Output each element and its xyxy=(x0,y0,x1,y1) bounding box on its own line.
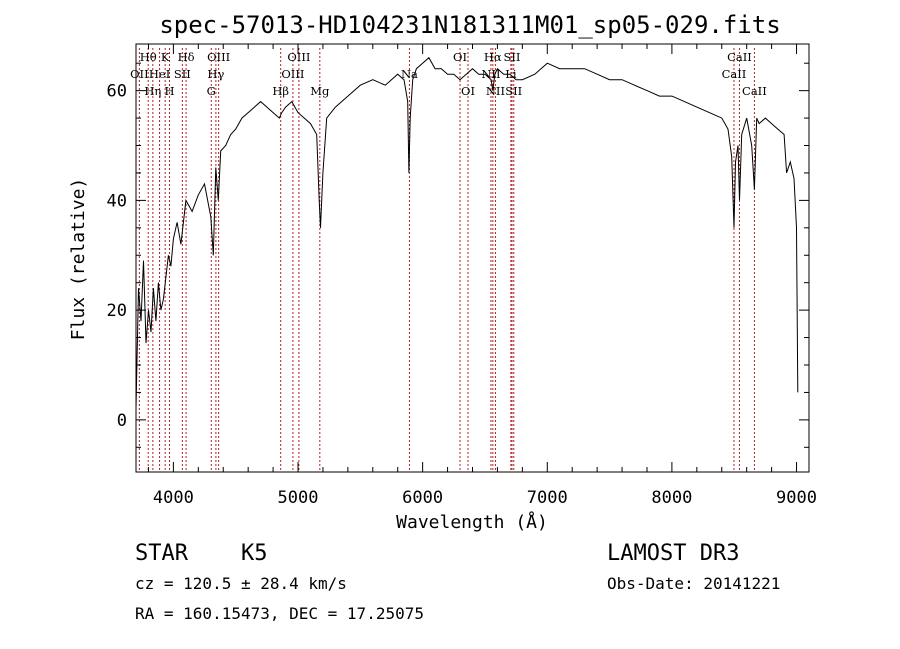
y-axis-ticks: 0 20 40 60 xyxy=(107,62,809,448)
y-tick-label: 40 xyxy=(107,191,127,211)
line-label-hγ: Hγ xyxy=(207,67,224,81)
x-tick-label: 9000 xyxy=(776,488,817,508)
line-label-oii: OII xyxy=(130,67,149,81)
spectral-line-labels: OIIHθHηHeIKHSIIHδGHγOIIIHβOIIIOIIIMgNaOI… xyxy=(130,50,767,98)
line-label-sii: SII xyxy=(504,50,521,64)
flux-series-line xyxy=(135,56,799,409)
x-axis-label: Wavelength (Å) xyxy=(396,511,548,533)
x-tick-label: 4000 xyxy=(153,488,194,508)
line-label-oiii: OIII xyxy=(207,50,230,64)
y-tick-label: 60 xyxy=(107,82,127,102)
object-subclass: K5 xyxy=(241,541,268,566)
line-label-oi: OI xyxy=(461,84,475,98)
observation-date: Obs-Date: 20141221 xyxy=(607,574,780,593)
line-label-sii: SII xyxy=(505,84,522,98)
line-label-hα: Hα xyxy=(484,50,502,64)
line-label-caii: CaII xyxy=(742,84,767,98)
line-label-oiii: OIII xyxy=(287,50,310,64)
x-axis-ticks: 4000 5000 6000 7000 8000 9000 xyxy=(147,44,817,508)
line-label-hθ: Hθ xyxy=(140,50,157,64)
line-label-k: K xyxy=(161,50,170,64)
x-tick-label: 8000 xyxy=(651,488,692,508)
y-axis-label: Flux (relative) xyxy=(68,178,89,341)
line-label-nii: NII xyxy=(486,84,505,98)
object-class: STAR xyxy=(135,541,189,566)
x-tick-label: 7000 xyxy=(527,488,568,508)
y-tick-label: 20 xyxy=(107,301,127,321)
spectral-line-markers xyxy=(138,48,755,472)
line-label-sii: SII xyxy=(174,67,191,81)
line-label-hβ: Hβ xyxy=(272,84,289,98)
line-label-oiii: OIII xyxy=(281,67,304,81)
y-tick-label: 0 xyxy=(117,411,127,431)
line-label-li: Li xyxy=(505,67,517,81)
line-label-h: H xyxy=(165,84,175,98)
line-label-caii: CaII xyxy=(727,50,752,64)
line-label-nii: NII xyxy=(481,67,500,81)
plot-frame xyxy=(135,43,810,473)
x-tick-label: 5000 xyxy=(278,488,319,508)
survey-name: LAMOST DR3 xyxy=(607,541,739,566)
redshift-cz: cz = 120.5 ± 28.4 km/s xyxy=(135,574,347,593)
line-label-mg: Mg xyxy=(310,84,330,98)
line-label-hη: Hη xyxy=(144,84,161,98)
line-label-caii: CaII xyxy=(722,67,747,81)
line-label-hei: HeI xyxy=(149,67,170,81)
line-label-oi: OI xyxy=(453,50,467,64)
chart-title: spec-57013-HD104231N181311M01_sp05-029.f… xyxy=(159,11,780,39)
line-label-g: G xyxy=(207,84,216,98)
line-label-hδ: Hδ xyxy=(178,50,195,64)
ra-dec-coordinates: RA = 160.15473, DEC = 17.25075 xyxy=(135,604,424,623)
x-tick-label: 6000 xyxy=(402,488,443,508)
